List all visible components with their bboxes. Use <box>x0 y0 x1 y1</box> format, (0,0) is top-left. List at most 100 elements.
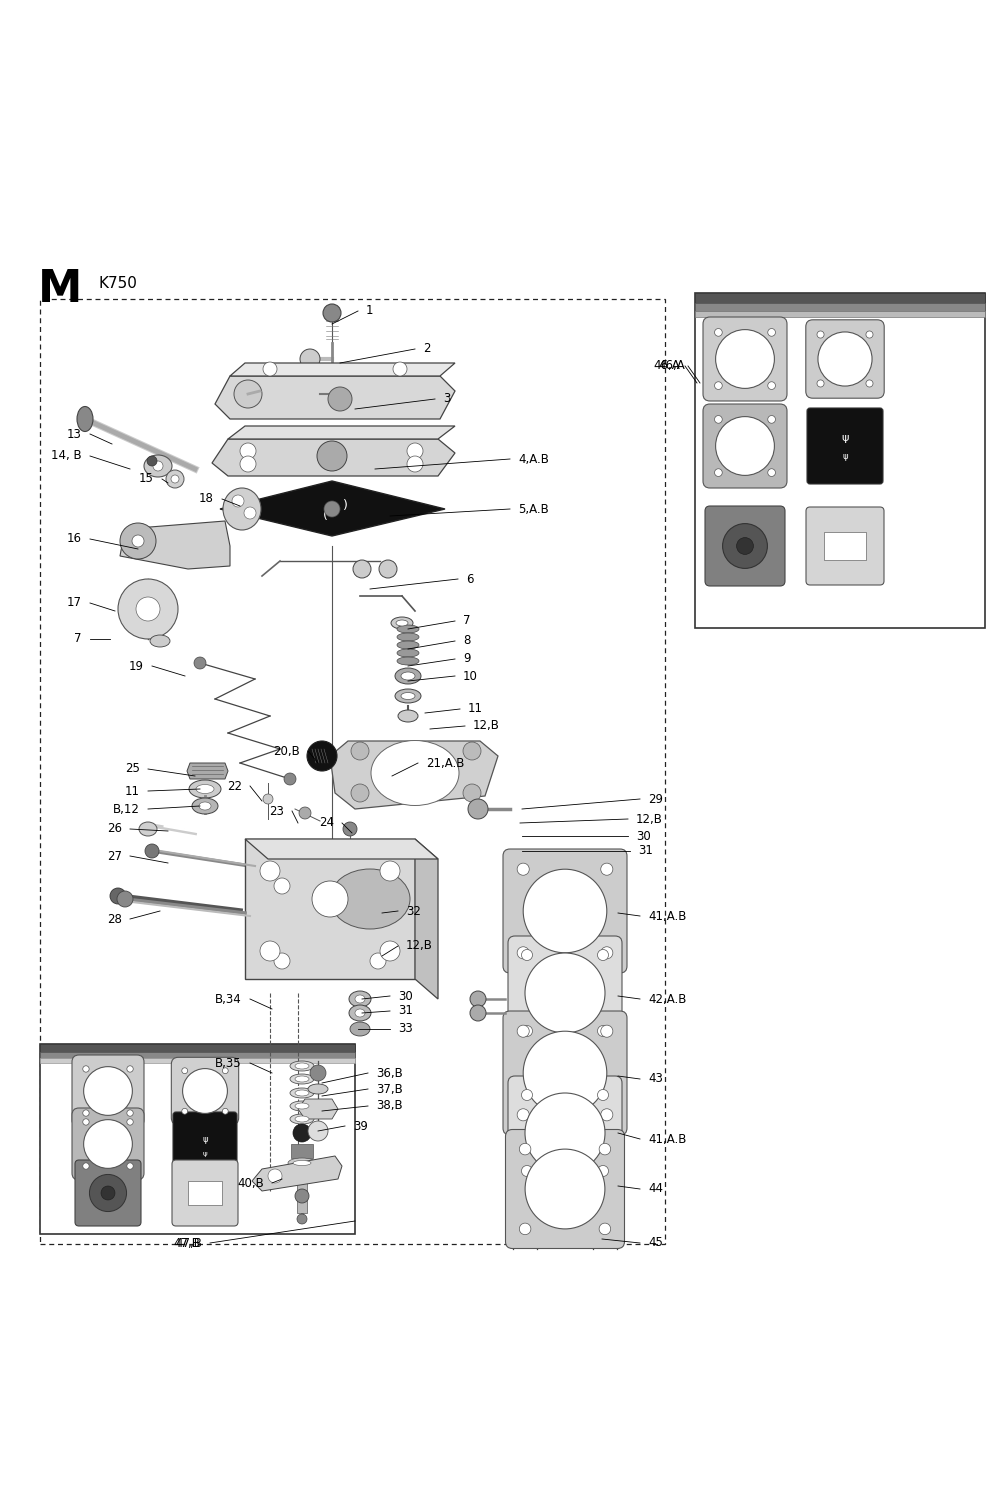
Circle shape <box>83 1163 89 1169</box>
Ellipse shape <box>350 1021 370 1036</box>
Circle shape <box>182 1068 188 1074</box>
Ellipse shape <box>395 668 421 683</box>
Bar <box>188 1182 222 1205</box>
Circle shape <box>598 1166 608 1176</box>
FancyBboxPatch shape <box>172 1160 238 1226</box>
Text: 25: 25 <box>125 763 140 775</box>
Circle shape <box>407 457 423 472</box>
FancyBboxPatch shape <box>503 1011 627 1136</box>
Ellipse shape <box>295 1116 309 1122</box>
Bar <box>40 1051 355 1057</box>
Ellipse shape <box>223 488 261 530</box>
Text: 21,A.B: 21,A.B <box>426 757 464 769</box>
Circle shape <box>353 560 371 578</box>
Circle shape <box>263 362 277 376</box>
Ellipse shape <box>166 470 184 488</box>
Circle shape <box>194 656 206 668</box>
Polygon shape <box>220 481 445 536</box>
Text: 27: 27 <box>107 850 122 862</box>
Circle shape <box>601 1108 613 1120</box>
Circle shape <box>817 380 824 388</box>
Circle shape <box>525 1149 605 1229</box>
Ellipse shape <box>171 475 179 484</box>
Text: 47,B: 47,B <box>173 1236 200 1250</box>
FancyBboxPatch shape <box>173 1111 237 1176</box>
Circle shape <box>380 861 400 882</box>
Text: 2: 2 <box>423 342 430 356</box>
Text: 41,A.B: 41,A.B <box>648 910 686 922</box>
Circle shape <box>293 1123 311 1142</box>
Circle shape <box>127 1110 133 1116</box>
Ellipse shape <box>397 641 419 649</box>
Circle shape <box>244 508 256 520</box>
Circle shape <box>83 1119 89 1125</box>
Circle shape <box>351 784 369 802</box>
Text: 29: 29 <box>648 793 663 805</box>
Circle shape <box>601 946 613 958</box>
FancyBboxPatch shape <box>508 936 622 1050</box>
Text: 43: 43 <box>648 1072 663 1086</box>
Text: 36,B: 36,B <box>376 1066 403 1080</box>
Circle shape <box>379 560 397 578</box>
Polygon shape <box>245 840 438 859</box>
Bar <box>40 1044 355 1235</box>
Text: 41,A.B: 41,A.B <box>648 1133 686 1146</box>
Circle shape <box>312 882 348 918</box>
Circle shape <box>517 1026 529 1038</box>
FancyBboxPatch shape <box>508 1075 622 1190</box>
Text: 30: 30 <box>398 990 413 1002</box>
Circle shape <box>182 1108 188 1114</box>
Circle shape <box>463 784 481 802</box>
Text: 24: 24 <box>319 817 334 829</box>
Text: 15: 15 <box>139 473 154 485</box>
Circle shape <box>768 469 775 476</box>
Circle shape <box>370 879 386 894</box>
Text: 19: 19 <box>129 659 144 673</box>
Circle shape <box>818 332 872 386</box>
Circle shape <box>234 380 262 409</box>
Ellipse shape <box>397 656 419 665</box>
Circle shape <box>222 1068 228 1074</box>
FancyBboxPatch shape <box>505 1130 624 1248</box>
Circle shape <box>84 1066 132 1116</box>
Circle shape <box>308 1120 328 1142</box>
Text: 22: 22 <box>227 780 242 793</box>
Circle shape <box>136 596 160 620</box>
FancyBboxPatch shape <box>807 409 883 484</box>
Circle shape <box>284 774 296 786</box>
Text: 31: 31 <box>638 844 653 858</box>
Text: 5,A.B: 5,A.B <box>518 503 549 515</box>
Text: 6: 6 <box>466 572 474 586</box>
Polygon shape <box>298 1099 338 1119</box>
Circle shape <box>517 1108 529 1120</box>
Ellipse shape <box>150 635 170 647</box>
Circle shape <box>737 538 753 554</box>
Circle shape <box>599 1223 611 1235</box>
Polygon shape <box>215 376 455 419</box>
Ellipse shape <box>144 455 172 478</box>
Ellipse shape <box>293 1161 311 1166</box>
Text: 18: 18 <box>199 493 214 506</box>
FancyBboxPatch shape <box>703 317 787 401</box>
Circle shape <box>768 416 775 424</box>
Circle shape <box>716 416 774 476</box>
FancyBboxPatch shape <box>171 1057 239 1125</box>
Ellipse shape <box>290 1060 314 1071</box>
Circle shape <box>523 1032 607 1114</box>
Circle shape <box>598 1089 608 1101</box>
Text: 11: 11 <box>468 703 483 715</box>
Circle shape <box>715 416 722 424</box>
Circle shape <box>307 740 337 771</box>
Circle shape <box>343 822 357 837</box>
Text: ): ) <box>343 500 347 512</box>
Text: K750: K750 <box>98 276 137 291</box>
Ellipse shape <box>192 798 218 814</box>
Text: B,12: B,12 <box>113 802 140 816</box>
Text: 31: 31 <box>398 1005 413 1017</box>
Circle shape <box>274 952 290 969</box>
Polygon shape <box>230 363 455 376</box>
Circle shape <box>407 443 423 460</box>
Circle shape <box>101 1187 115 1200</box>
Ellipse shape <box>349 1005 371 1021</box>
Circle shape <box>110 888 126 904</box>
